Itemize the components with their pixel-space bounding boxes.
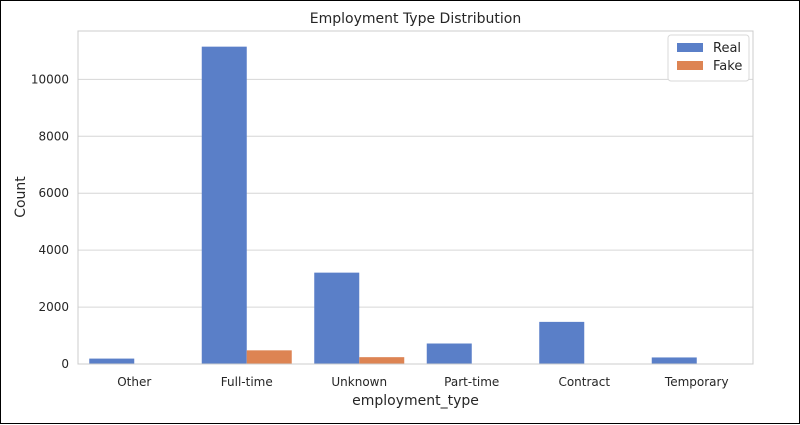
legend-swatch-fake [677,61,703,70]
y-tick-labels: 0 2000 4000 6000 8000 10000 [31,72,69,371]
y-tick-label: 6000 [38,186,69,200]
y-tick-label: 4000 [38,243,69,257]
y-tick-label: 8000 [38,129,69,143]
bar-fake-full-time [247,350,292,364]
legend-label-fake: Fake [713,59,742,74]
bar-real-temporary [652,357,697,364]
y-axis-label: Count [13,176,29,218]
chart-title: Employment Type Distribution [310,11,521,27]
x-axis-label: employment_type [352,393,479,409]
x-tick-label-full-time: Full-time [221,375,273,389]
y-tick-label: 10000 [31,72,69,86]
bar-real-contract [539,322,584,364]
y-tick-label: 2000 [38,300,69,314]
bar-real-part-time [427,344,472,364]
bar-fake-unknown [359,357,404,364]
x-tick-label-temporary: Temporary [664,375,729,389]
plot-area [78,31,753,364]
legend-swatch-real [677,43,703,52]
bar-real-unknown [314,273,359,364]
legend: Real Fake [668,35,749,81]
x-tick-label-other: Other [117,375,151,389]
y-tick-label: 0 [61,357,69,371]
x-tick-label-part-time: Part-time [444,375,499,389]
legend-label-real: Real [713,41,741,56]
bar-real-full-time [202,47,247,364]
bar-real-other [89,359,134,364]
x-tick-label-contract: Contract [558,375,610,389]
x-tick-labels: Other Full-time Unknown Part-time Contract Te… [117,375,728,389]
x-tick-label-unknown: Unknown [331,375,387,389]
